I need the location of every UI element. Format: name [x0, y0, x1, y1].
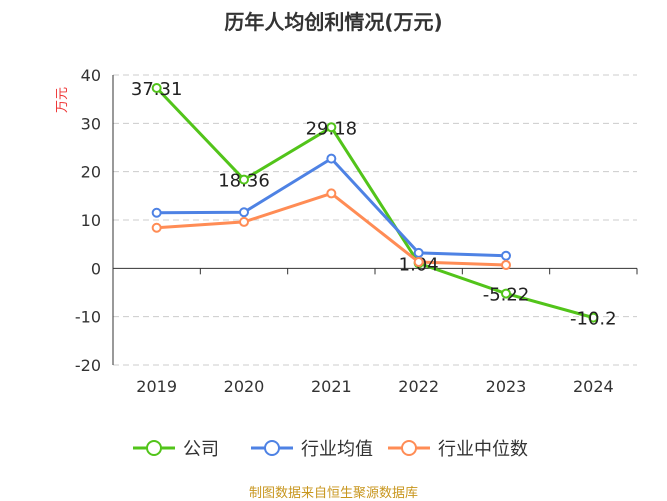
y-tick-label: 40 [81, 66, 101, 85]
data-point [501, 250, 511, 261]
data-point [413, 257, 424, 268]
series-line-1 [156, 156, 507, 258]
x-tick-label: 2023 [486, 377, 527, 396]
data-point [151, 83, 162, 94]
data-label: 37.31 [131, 79, 183, 100]
x-tick-label: 2024 [573, 377, 614, 396]
data-point [239, 207, 249, 218]
data-point [501, 259, 511, 270]
legend-marker [264, 440, 280, 456]
data-label: 29.18 [306, 118, 358, 139]
x-tick-label: 2021 [311, 377, 352, 396]
data-point [588, 312, 599, 323]
data-label: -10.2 [570, 309, 617, 330]
y-tick-label: 0 [91, 259, 101, 278]
x-tick-label: 2022 [398, 377, 439, 396]
data-point [239, 174, 249, 185]
x-tick-label: 2020 [224, 377, 265, 396]
data-label: 18.36 [218, 171, 270, 192]
y-tick-label: 30 [81, 114, 101, 133]
data-point [151, 207, 162, 218]
y-tick-label: 10 [81, 211, 101, 230]
data-point [326, 122, 337, 133]
data-point [413, 247, 424, 258]
x-tick-label: 2019 [136, 377, 177, 396]
source-note: 制图数据来自恒生聚源数据库 [248, 486, 418, 501]
legend-marker [401, 440, 417, 456]
y-tick-label: -10 [75, 308, 101, 327]
series-line-0 [155, 86, 594, 320]
chart-title: 历年人均创利情况(万元) [224, 10, 443, 34]
data-label: -5.22 [483, 285, 530, 306]
data-point [239, 216, 249, 227]
legend-label: 公司 [183, 439, 219, 460]
legend-label: 行业中位数 [438, 439, 528, 460]
data-point [326, 188, 337, 199]
data-point [326, 153, 337, 164]
data-point [501, 288, 511, 299]
y-tick-label: 20 [81, 163, 101, 182]
data-point [151, 222, 162, 233]
y-tick-label: -20 [75, 356, 101, 375]
legend-label: 行业均值 [301, 439, 373, 460]
legend-marker [146, 440, 162, 456]
y-axis-label: 万元 [55, 87, 70, 113]
